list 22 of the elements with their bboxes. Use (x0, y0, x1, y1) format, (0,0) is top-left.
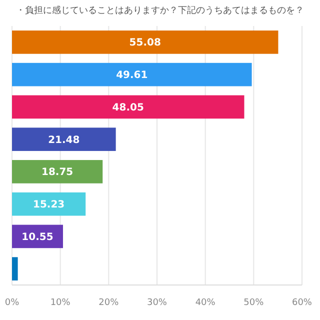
bar (12, 257, 18, 280)
bar (12, 128, 116, 151)
x-tick-label: 20% (98, 298, 120, 308)
data-label: 10.55 (22, 232, 54, 243)
chart-title: ・負担に感じていることはありますか？下記のうちあてはまるものを？ (16, 5, 304, 16)
x-tick-label: 10% (50, 298, 71, 308)
bar (12, 62, 252, 86)
x-tick-label: 60% (292, 298, 312, 308)
bar (12, 30, 278, 54)
data-label: 18.75 (41, 167, 74, 178)
x-tick-label: 40% (195, 298, 216, 308)
x-tick-label: 30% (146, 298, 168, 308)
bar (12, 160, 103, 184)
data-label: 15.23 (32, 200, 65, 211)
x-tick-label: 50% (244, 298, 264, 308)
bar (12, 95, 244, 119)
data-label: 21.48 (48, 134, 80, 146)
bar (12, 192, 86, 216)
data-label: 55.08 (129, 38, 161, 49)
x-tick-label: 0% (4, 298, 20, 308)
data-label: 49.61 (116, 70, 148, 82)
data-label: 48.05 (112, 102, 144, 114)
